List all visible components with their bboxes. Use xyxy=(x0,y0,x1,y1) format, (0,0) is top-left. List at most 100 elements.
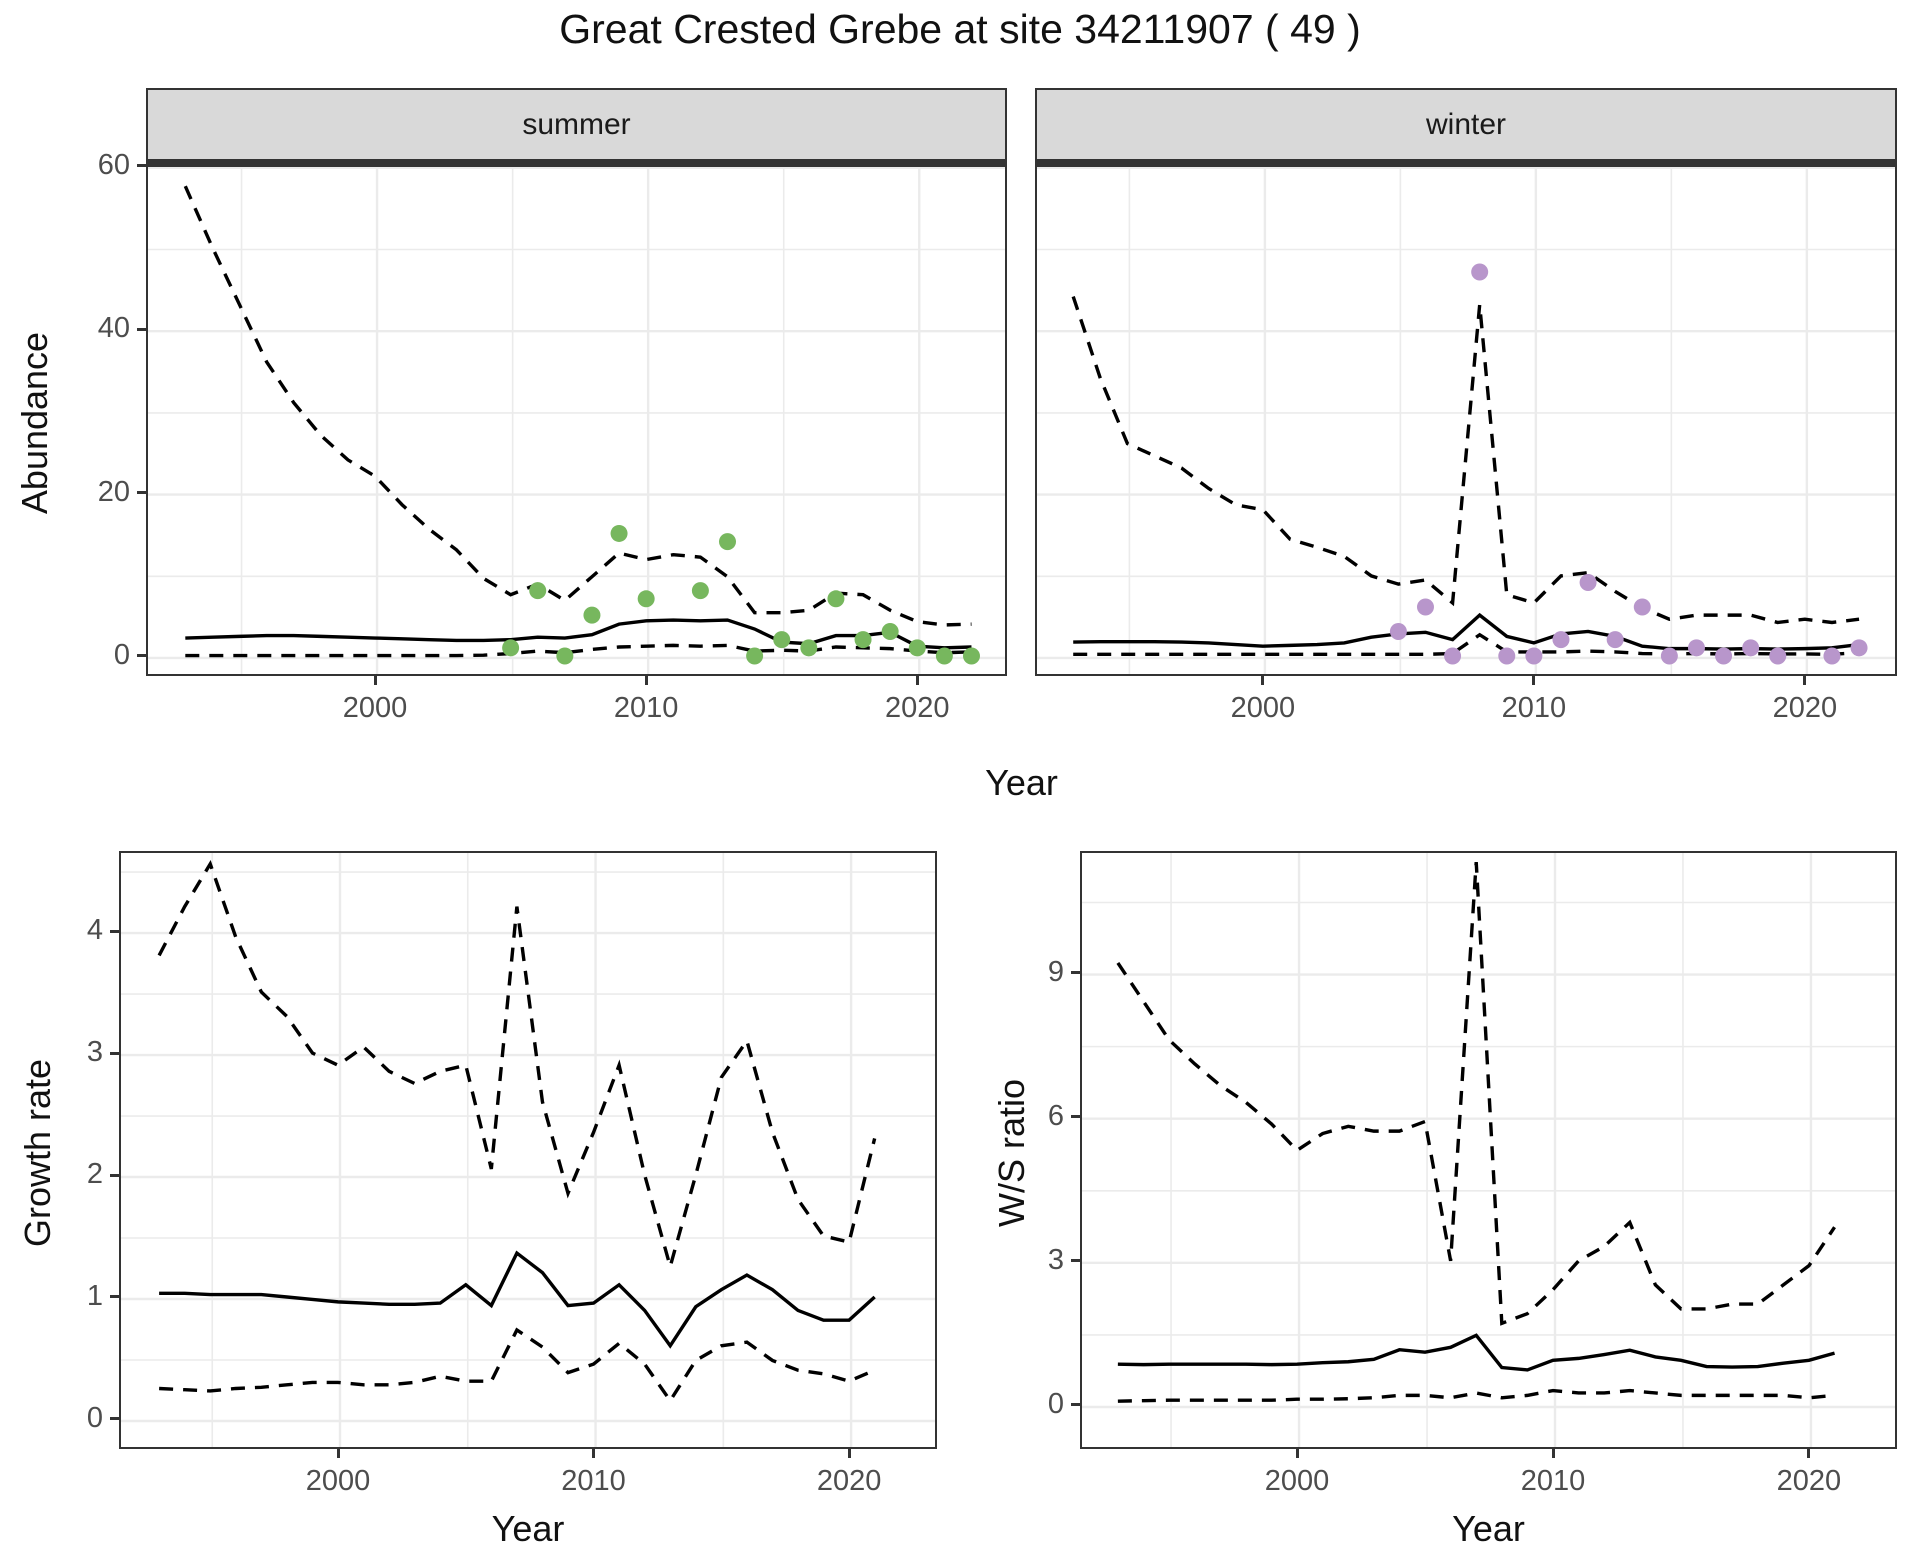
facet-strip-winter: winter xyxy=(1035,88,1897,165)
ws-ratio-plot-area xyxy=(1082,853,1895,1447)
x-tick-label: 2000 xyxy=(305,1465,371,1497)
observed_summer_counts-point xyxy=(691,582,709,600)
y-tick-mark xyxy=(110,929,119,933)
facet-strip-winter-label: winter xyxy=(1425,107,1507,141)
observed_winter_counts-point xyxy=(1769,647,1787,665)
observed_winter_counts-point xyxy=(1823,647,1841,665)
x-tick-mark xyxy=(1551,1449,1555,1458)
panel-growth-rate xyxy=(119,851,937,1449)
facet-strip-summer: summer xyxy=(146,88,1007,165)
x-tick-mark xyxy=(336,1449,340,1458)
y-axis-title-abundance: Abundance xyxy=(14,331,55,515)
y-tick-label: 1 xyxy=(86,1279,103,1312)
y-tick-mark xyxy=(1071,971,1080,975)
x-tick-label: 2000 xyxy=(1230,692,1296,724)
growth-rate-estimate-line xyxy=(159,1250,876,1349)
y-tick-mark xyxy=(110,1173,119,1177)
observed_winter_counts-point xyxy=(1471,263,1489,281)
x-tick-label: 2010 xyxy=(613,692,679,724)
y-tick-mark xyxy=(110,1051,119,1055)
observed_summer_counts-point xyxy=(881,622,899,640)
observed_winter_counts-point xyxy=(1606,631,1624,649)
observed_winter_counts-point xyxy=(1416,598,1434,616)
x-tick-label: 2020 xyxy=(885,692,950,724)
panel-abundance-summer xyxy=(146,165,1007,676)
figure-title: Great Crested Grebe at site 34211907 ( 4… xyxy=(559,6,1361,52)
y-tick-label: 9 xyxy=(1047,955,1064,988)
x-tick-label: 2020 xyxy=(1772,692,1838,724)
observed_summer_counts-point xyxy=(502,639,520,657)
abundance-summer-lower_ci-line xyxy=(185,643,972,658)
y-tick-mark xyxy=(137,654,146,658)
y-tick-mark xyxy=(110,1417,119,1421)
observed_summer_counts-point xyxy=(827,590,845,608)
observed_winter_counts-point xyxy=(1687,639,1705,657)
y-tick-label: 6 xyxy=(1047,1099,1064,1132)
y-tick-mark xyxy=(137,491,146,495)
abundance-summer-plot-area xyxy=(148,167,1005,674)
abundance-winter-upper_ci-line xyxy=(1071,295,1860,625)
y-tick-mark xyxy=(1071,1115,1080,1119)
observed_summer_counts-point xyxy=(935,647,953,665)
observed_summer_counts-point xyxy=(556,647,574,665)
x-tick-mark xyxy=(1532,676,1536,685)
abundance-winter-plot-area xyxy=(1037,167,1895,674)
panel-abundance-winter xyxy=(1035,165,1897,676)
x-tick-mark xyxy=(1261,676,1265,685)
x-tick-label: 2020 xyxy=(816,1465,882,1497)
y-tick-mark xyxy=(1071,1403,1080,1407)
x-tick-label: 2000 xyxy=(1264,1465,1330,1497)
y-tick-mark xyxy=(137,164,146,168)
abundance-winter-lower_ci-line xyxy=(1073,632,1860,657)
y-tick-mark xyxy=(1071,1259,1080,1263)
y-tick-label: 40 xyxy=(97,312,130,345)
abundance-summer-upper_ci-line xyxy=(183,185,972,627)
x-tick-mark xyxy=(644,676,648,685)
ws-ratio-lower_ci-line xyxy=(1117,1388,1835,1403)
growth-rate-lower_ci-line xyxy=(159,1327,876,1404)
observed_summer_counts-point xyxy=(854,631,872,649)
observed_winter_counts-point xyxy=(1552,631,1570,649)
y-tick-label: 0 xyxy=(86,1401,103,1434)
observed_winter_counts-point xyxy=(1742,639,1760,657)
observed_winter_counts-point xyxy=(1633,598,1651,616)
y-tick-label: 0 xyxy=(113,638,130,671)
observed_summer_counts-point xyxy=(637,590,655,608)
x-tick-mark xyxy=(592,1449,596,1458)
y-tick-label: 4 xyxy=(86,914,103,947)
panel-ws-ratio xyxy=(1080,851,1897,1449)
x-tick-mark xyxy=(915,676,919,685)
x-tick-mark xyxy=(1807,1449,1811,1458)
x-tick-label: 2000 xyxy=(342,692,408,724)
y-tick-label: 0 xyxy=(1047,1387,1064,1420)
ws-ratio-upper_ci-line xyxy=(1116,861,1836,1326)
observed_summer_counts-point xyxy=(610,524,628,542)
observed_summer_counts-point xyxy=(800,639,818,657)
growth-rate-plot-area xyxy=(121,853,935,1447)
observed_winter_counts-point xyxy=(1850,639,1868,657)
y-tick-label: 3 xyxy=(86,1036,103,1069)
y-tick-label: 20 xyxy=(97,475,130,508)
ws-ratio-estimate-line xyxy=(1117,1333,1836,1372)
y-tick-label: 3 xyxy=(1047,1243,1064,1276)
observed_winter_counts-point xyxy=(1498,647,1516,665)
x-tick-mark xyxy=(1295,1449,1299,1458)
observed_winter_counts-point xyxy=(1525,647,1543,665)
x-tick-label: 2010 xyxy=(561,1465,626,1497)
y-tick-mark xyxy=(110,1295,119,1299)
x-tick-label: 2010 xyxy=(1520,1465,1586,1497)
observed_summer_counts-point xyxy=(908,639,926,657)
observed_summer_counts-point xyxy=(773,631,791,649)
observed_summer_counts-point xyxy=(746,647,764,665)
y-tick-mark xyxy=(137,327,146,331)
y-tick-label: 2 xyxy=(86,1158,103,1190)
facet-strip-summer-label: summer xyxy=(522,107,631,141)
observed_winter_counts-point xyxy=(1389,622,1407,640)
x-tick-mark xyxy=(847,1449,851,1458)
x-tick-mark xyxy=(1803,676,1807,685)
observed_summer_counts-point xyxy=(529,582,547,600)
observed_winter_counts-point xyxy=(1715,647,1733,665)
x-axis-title-growth: Year xyxy=(491,1508,565,1549)
observed_winter_counts-point xyxy=(1579,573,1597,591)
